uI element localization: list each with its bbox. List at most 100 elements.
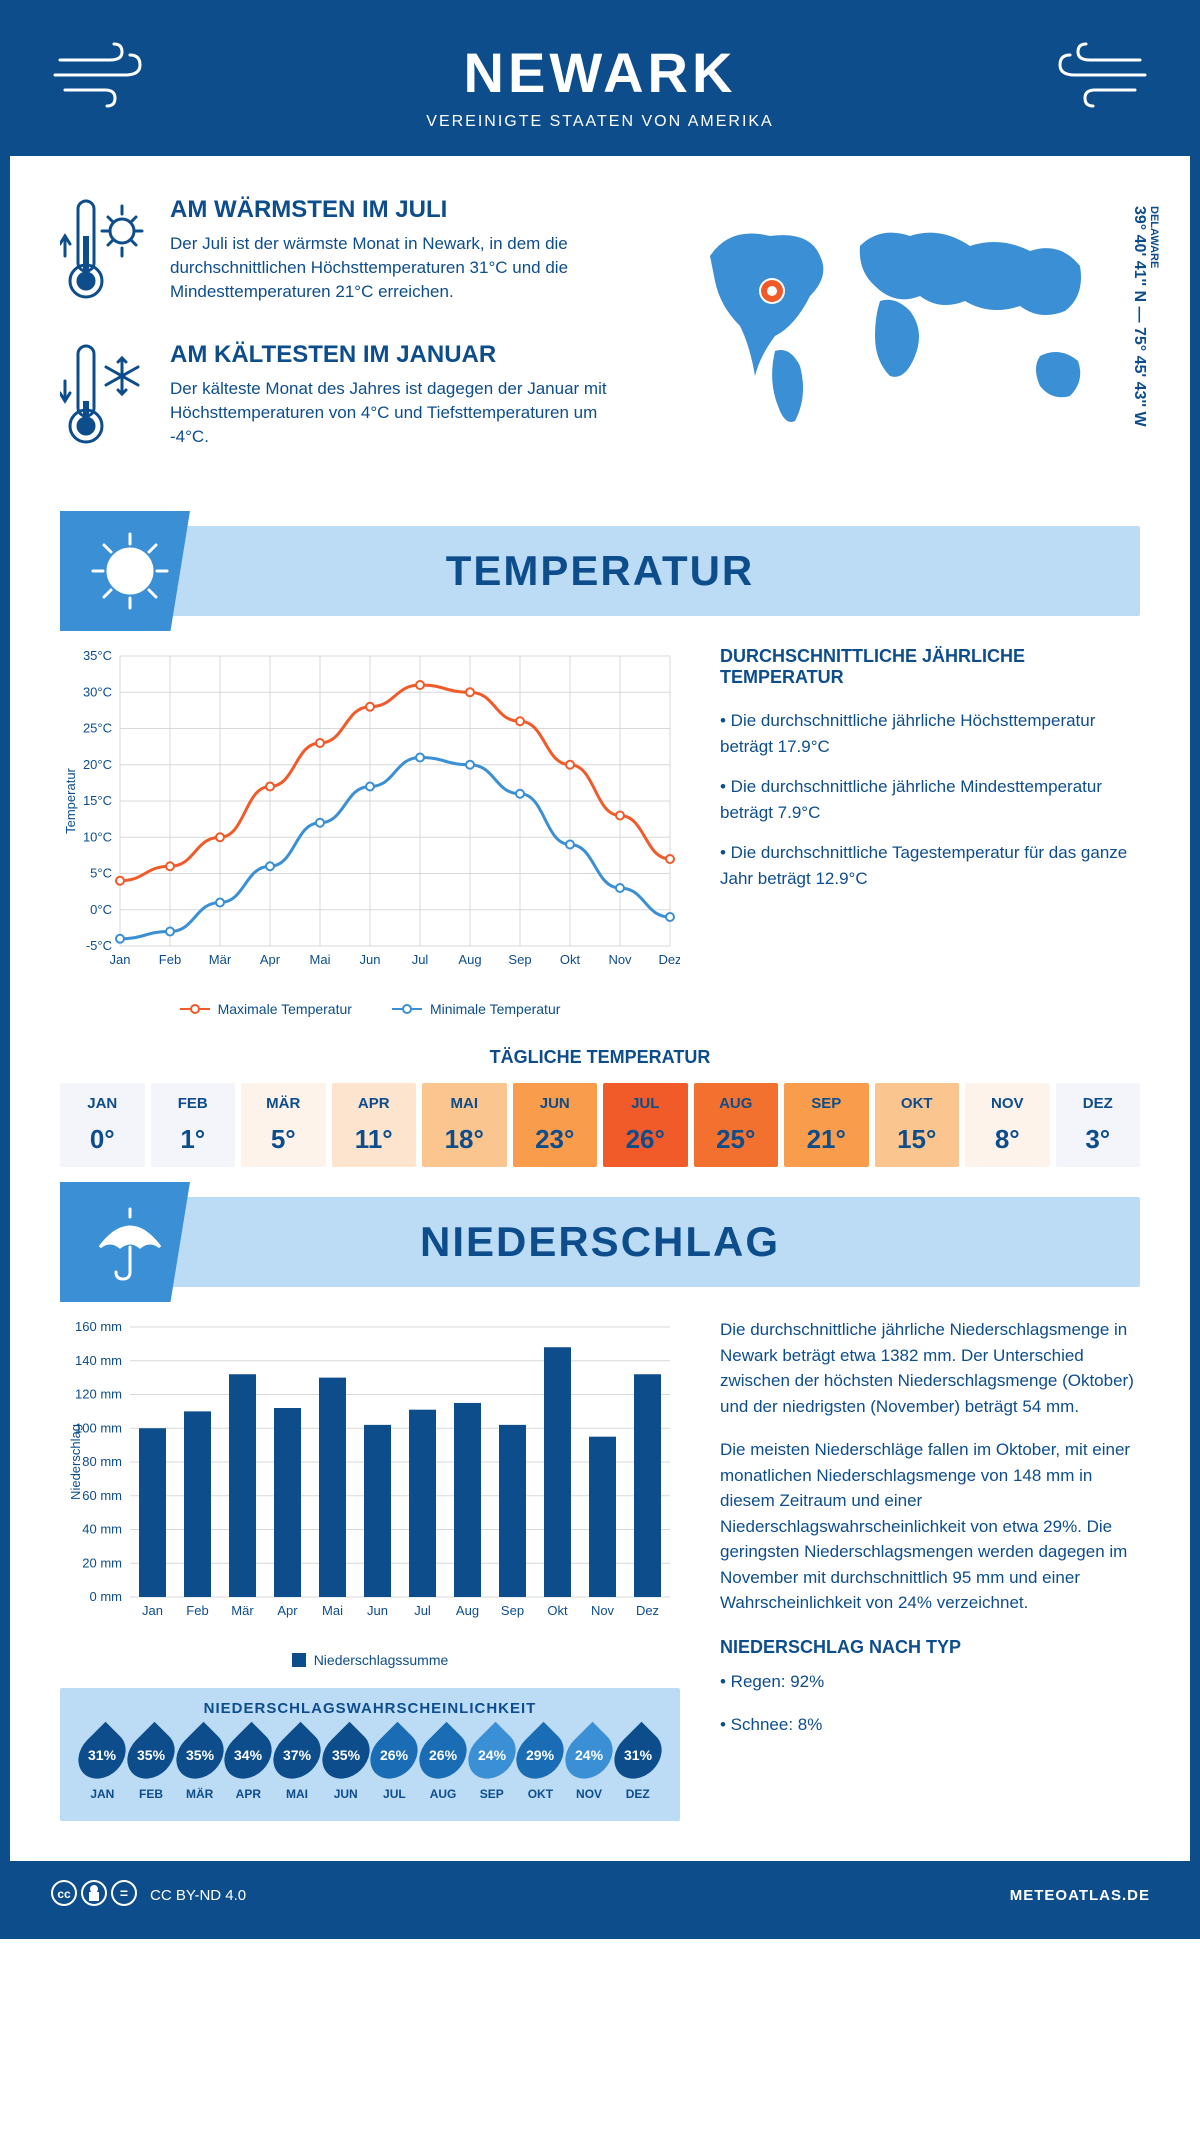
svg-text:-5°C: -5°C: [86, 938, 112, 953]
probability-drop: 29%OKT: [518, 1729, 563, 1801]
daily-value: 18°: [426, 1124, 503, 1155]
probability-drop: 26% AUG: [421, 1729, 466, 1801]
daily-temp-cell: MÄR5°: [241, 1083, 326, 1167]
svg-text:Jun: Jun: [367, 1603, 388, 1618]
drop-value: 24%: [575, 1747, 603, 1763]
drop-icon: 24%: [556, 1722, 622, 1788]
svg-text:Jan: Jan: [142, 1603, 163, 1618]
drop-month: MÄR: [177, 1787, 222, 1801]
drop-icon: 35%: [312, 1722, 378, 1788]
drop-month: SEP: [469, 1787, 514, 1801]
warmest-fact: AM WÄRMSTEN IM JULI Der Juli ist der wär…: [60, 196, 640, 311]
svg-text:Nov: Nov: [591, 1603, 615, 1618]
world-map: DELAWARE 39° 40' 41'' N — 75° 45' 43'' W: [680, 196, 1140, 486]
svg-text:Mär: Mär: [209, 952, 232, 967]
daily-temp-cell: MAI 18°: [422, 1083, 507, 1167]
svg-text:Mai: Mai: [310, 952, 331, 967]
svg-text:=: =: [120, 1885, 128, 1901]
svg-text:Sep: Sep: [501, 1603, 524, 1618]
state-label: DELAWARE: [1148, 206, 1160, 423]
svg-text:30°C: 30°C: [83, 684, 112, 699]
daily-month: JAN: [64, 1095, 141, 1112]
svg-text:Temperatur: Temperatur: [63, 767, 78, 833]
drop-icon: 35%: [166, 1722, 232, 1788]
temperature-row: -5°C0°C5°C10°C15°C20°C25°C30°C35°CJanFeb…: [60, 646, 1140, 1017]
svg-text:0 mm: 0 mm: [90, 1589, 123, 1604]
svg-text:Mär: Mär: [231, 1603, 254, 1618]
warmest-text: AM WÄRMSTEN IM JULI Der Juli ist der wär…: [170, 196, 640, 311]
probability-drops: 31%JAN35%FEB35%MÄR34%APR37%MAI35%JUN26%J…: [80, 1729, 660, 1801]
drop-month: APR: [226, 1787, 271, 1801]
legend-precip: Niederschlagssumme: [292, 1652, 449, 1668]
daily-value: 15°: [879, 1124, 956, 1155]
temperature-section-header: TEMPERATUR: [60, 526, 1140, 616]
daily-value: 26°: [607, 1124, 684, 1155]
drop-value: 37%: [283, 1747, 311, 1763]
drop-month: OKT: [518, 1787, 563, 1801]
daily-month: DEZ: [1060, 1095, 1137, 1112]
svg-text:140 mm: 140 mm: [75, 1353, 122, 1368]
svg-text:160 mm: 160 mm: [75, 1319, 122, 1334]
drop-icon: 31%: [69, 1722, 135, 1788]
daily-month: MAI: [426, 1095, 503, 1112]
precipitation-row: 0 mm20 mm40 mm60 mm80 mm100 mm120 mm140 …: [60, 1317, 1140, 1821]
daily-value: 25°: [698, 1124, 775, 1155]
daily-temp-cell: SEP 21°: [784, 1083, 869, 1167]
wind-icon: [1050, 40, 1150, 115]
svg-text:Mai: Mai: [322, 1603, 343, 1618]
drop-value: 31%: [88, 1747, 116, 1763]
footer-left: cc= CC BY-ND 4.0: [50, 1879, 246, 1911]
umbrella-icon: [85, 1197, 175, 1292]
svg-text:Okt: Okt: [560, 952, 581, 967]
svg-text:Aug: Aug: [458, 952, 481, 967]
temp-legend: Maximale Temperatur Minimale Temperatur: [60, 1001, 680, 1017]
svg-text:120 mm: 120 mm: [75, 1387, 122, 1402]
svg-text:80 mm: 80 mm: [82, 1454, 122, 1469]
drop-value: 26%: [429, 1747, 457, 1763]
precip-type-title: NIEDERSCHLAG NACH TYP: [720, 1634, 1140, 1661]
drop-icon: 37%: [264, 1722, 330, 1788]
cc-icon: cc=: [50, 1879, 140, 1911]
precip-para-2: Die meisten Niederschläge fallen im Okto…: [720, 1437, 1140, 1616]
precipitation-section-header: NIEDERSCHLAG: [60, 1197, 1140, 1287]
coordinates: DELAWARE 39° 40' 41'' N — 75° 45' 43'' W: [1130, 206, 1160, 427]
daily-month: APR: [336, 1095, 413, 1112]
warmest-body: Der Juli ist der wärmste Monat in Newark…: [170, 232, 640, 303]
svg-text:15°C: 15°C: [83, 793, 112, 808]
daily-month: SEP: [788, 1095, 865, 1112]
svg-text:Jun: Jun: [360, 952, 381, 967]
precipitation-chart: 0 mm20 mm40 mm60 mm80 mm100 mm120 mm140 …: [60, 1317, 680, 1637]
header: NEWARK VEREINIGTE STAATEN VON AMERIKA: [10, 10, 1190, 156]
page-container: NEWARK VEREINIGTE STAATEN VON AMERIKA AM…: [0, 0, 1200, 1939]
drop-month: JAN: [80, 1787, 125, 1801]
temp-bullet-3: • Die durchschnittliche Tagestemperatur …: [720, 840, 1140, 891]
drop-value: 35%: [137, 1747, 165, 1763]
svg-text:Nov: Nov: [608, 952, 632, 967]
drop-month: AUG: [421, 1787, 466, 1801]
precipitation-heading: NIEDERSCHLAG: [420, 1218, 780, 1266]
precipitation-left: 0 mm20 mm40 mm60 mm80 mm100 mm120 mm140 …: [60, 1317, 680, 1821]
probability-drop: 31%DEZ: [615, 1729, 660, 1801]
drop-month: JUN: [323, 1787, 368, 1801]
daily-month: FEB: [155, 1095, 232, 1112]
svg-text:5°C: 5°C: [90, 866, 112, 881]
drop-value: 35%: [332, 1747, 360, 1763]
drop-value: 24%: [478, 1747, 506, 1763]
daily-value: 21°: [788, 1124, 865, 1155]
coldest-title: AM KÄLTESTEN IM JANUAR: [170, 341, 640, 369]
daily-value: 5°: [245, 1124, 322, 1155]
svg-text:60 mm: 60 mm: [82, 1488, 122, 1503]
top-row: AM WÄRMSTEN IM JULI Der Juli ist der wär…: [60, 196, 1140, 486]
svg-text:Apr: Apr: [277, 1603, 298, 1618]
probability-title: NIEDERSCHLAGSWAHRSCHEINLICHKEIT: [80, 1700, 660, 1717]
coldest-text: AM KÄLTESTEN IM JANUAR Der kälteste Mona…: [170, 341, 640, 456]
drop-value: 26%: [380, 1747, 408, 1763]
svg-text:Dez: Dez: [658, 952, 680, 967]
sun-icon: [85, 526, 175, 621]
thermometer-hot-icon: [60, 196, 150, 311]
svg-text:35°C: 35°C: [83, 648, 112, 663]
drop-month: FEB: [129, 1787, 174, 1801]
daily-temp-grid: JAN0°FEB1°MÄR5°APR11°MAI18°JUN23°JUL26°A…: [60, 1083, 1140, 1167]
daily-month: NOV: [969, 1095, 1046, 1112]
drop-icon: 26%: [410, 1722, 476, 1788]
